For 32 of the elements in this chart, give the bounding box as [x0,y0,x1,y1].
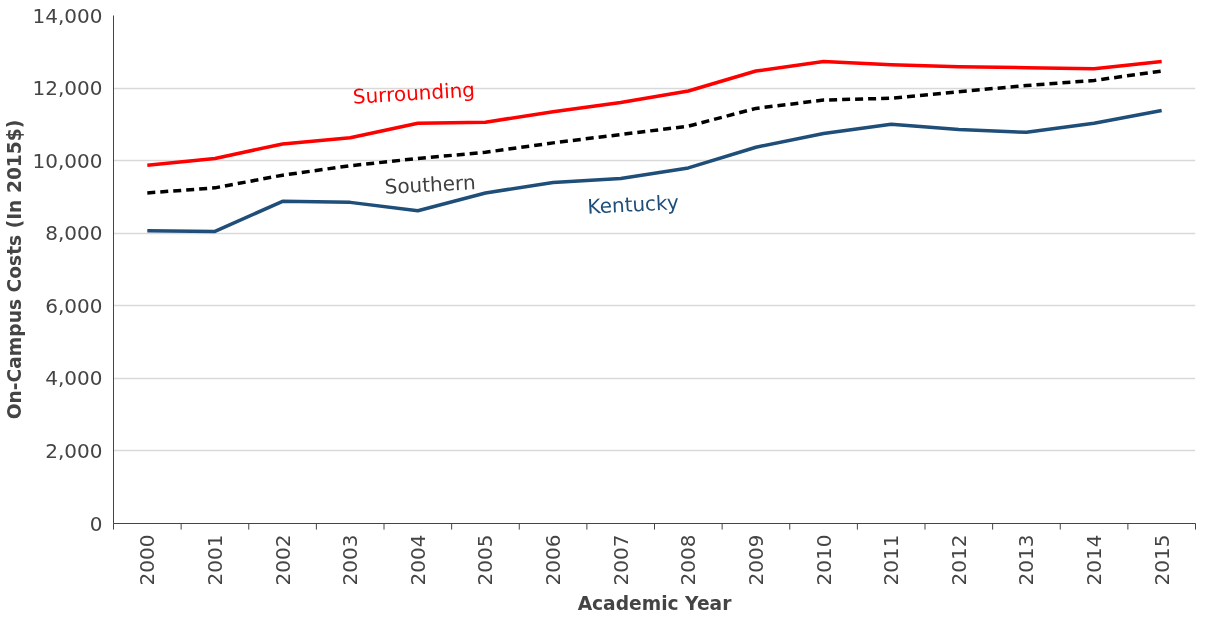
series-label: Kentucky [586,190,680,219]
series-label: Southern [384,170,477,199]
line-series [145,59,1164,168]
x-tick-label: 2012 [946,534,971,586]
x-tick-label: 2010 [811,534,836,586]
x-tick-label: 2006 [541,534,566,586]
x-tick-label: 2009 [743,534,768,586]
x-tick-label: 2013 [1014,534,1039,586]
y-tick-label: 14,000 [32,3,103,28]
y-axis-title: On-Campus Costs (In 2015$) [3,119,25,420]
line-series [145,69,1164,195]
x-tick-label: 2005 [473,534,498,586]
y-tick-label: 6,000 [45,293,103,318]
y-tick-label: 0 [89,511,103,536]
x-tick-label: 2011 [879,534,904,586]
x-tick-label: 2000 [135,534,160,586]
y-tick-label: 4,000 [45,366,103,391]
line-series [145,108,1164,234]
x-tick-label: 2007 [608,534,633,586]
y-tick-label: 2,000 [45,438,103,463]
x-tick-label: 2003 [338,534,363,586]
x-tick-label: 2015 [1149,534,1174,586]
y-tick-label: 8,000 [45,221,103,246]
x-tick-label: 2002 [270,534,295,586]
x-tick-label: 2014 [1082,534,1107,586]
y-tick-label: 10,000 [32,148,103,173]
series-label: Surrounding [352,77,476,109]
x-tick-label: 2004 [405,534,430,586]
x-tick-label: 2008 [676,534,701,586]
y-tick-label: 12,000 [32,76,103,101]
x-tick-label: 2001 [202,534,227,586]
x-axis-title: Academic Year [577,593,733,615]
